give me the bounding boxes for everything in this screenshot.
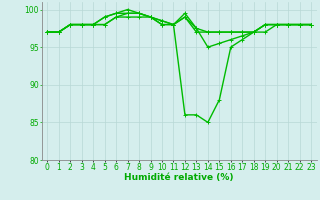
X-axis label: Humidité relative (%): Humidité relative (%) xyxy=(124,173,234,182)
